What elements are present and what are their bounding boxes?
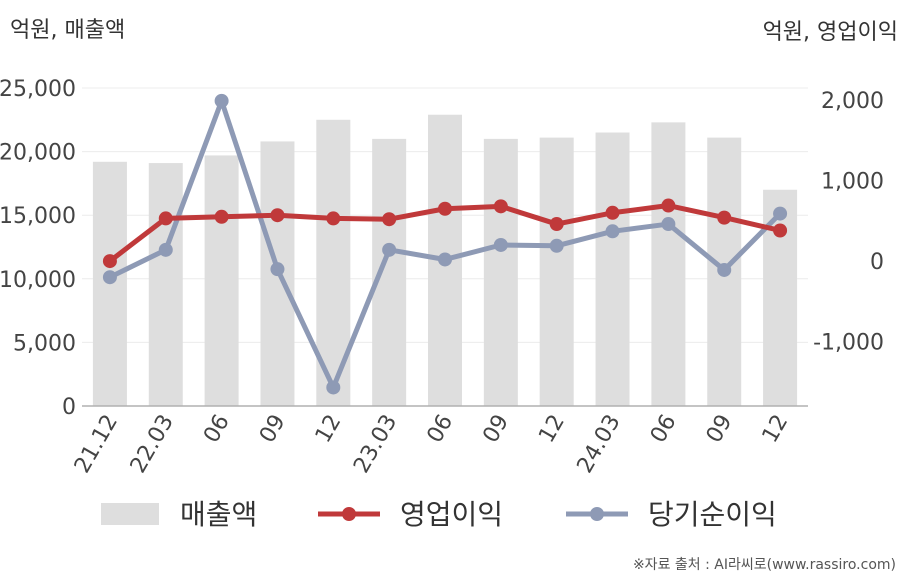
legend-label-net: 당기순이익 [648,498,777,531]
x-tick-label: 12 [534,411,570,448]
x-tick-label: 23.03 [349,411,402,478]
net-income-point [438,252,452,267]
x-tick-label: 06 [646,411,682,448]
x-tick-label: 09 [478,411,514,448]
legend-label-operating: 영업이익 [400,498,503,531]
operating-profit-point [326,211,341,226]
right-tick-label: 2,000 [821,89,884,114]
bar [372,138,407,406]
net-income-point [214,93,229,108]
legend-swatch-net-point [590,507,604,521]
operating-profit-point [661,198,676,213]
operating-profit-point [773,223,788,238]
left-axis-unit-label: 억원, 매출액 [10,18,126,43]
bar [204,155,239,406]
source-note: ※자료 출처 : AI라씨로(www.rassiro.com) [632,557,896,573]
net-income-point [382,242,397,257]
bar [148,163,183,406]
x-tick-label: 21.12 [70,411,123,478]
right-tick-label: 0 [870,250,884,275]
operating-profit-point [270,208,285,223]
net-income-point [549,238,564,253]
net-income-point [102,270,117,285]
net-income-point [326,380,341,395]
x-tick-label: 09 [702,411,738,448]
net-income-point [661,217,676,232]
legend-swatch-sales [101,503,159,525]
legend-label-sales: 매출액 [180,498,257,531]
net-income-point [605,224,620,239]
operating-profit-point [605,205,620,220]
operating-profit-point [438,201,452,216]
legend-swatch-operating-point [342,507,356,521]
operating-profit-point [382,212,397,227]
left-tick-label: 25,000 [0,77,76,102]
net-income-point [773,206,788,221]
x-tick-label: 06 [199,411,235,448]
operating-profit-point [158,211,173,226]
right-tick-label: -1,000 [813,331,884,356]
bar [539,137,574,406]
left-tick-label: 10,000 [0,268,76,293]
left-tick-label: 20,000 [0,141,76,166]
right-axis-unit-label: 억원, 영업이익 [762,20,898,45]
right-tick-label: 1,000 [821,170,884,195]
left-tick-label: 5,000 [13,331,76,356]
x-tick-label: 12 [311,411,347,448]
operating-profit-point [214,209,229,224]
bar [595,132,630,406]
operating-profit-point [549,217,564,232]
operating-profit-point [717,210,732,225]
x-tick-label: 22.03 [126,411,179,478]
x-tick-label: 09 [255,411,291,448]
left-tick-label: 15,000 [0,204,76,229]
net-income-point [493,237,508,252]
legend: 매출액 영업이익 당기순이익 [101,498,777,531]
operating-profit-point [493,199,508,214]
x-tick-label: 24.03 [573,411,626,478]
net-income-point [717,262,732,277]
x-tick-label: 06 [423,411,459,448]
line-series [102,93,788,395]
bar [651,122,686,407]
operating-profit-point [102,254,117,269]
bar [483,138,518,406]
net-income-point [158,242,173,257]
net-income-point [270,262,285,277]
x-tick-label: 12 [758,411,794,448]
left-tick-label: 0 [62,395,76,420]
